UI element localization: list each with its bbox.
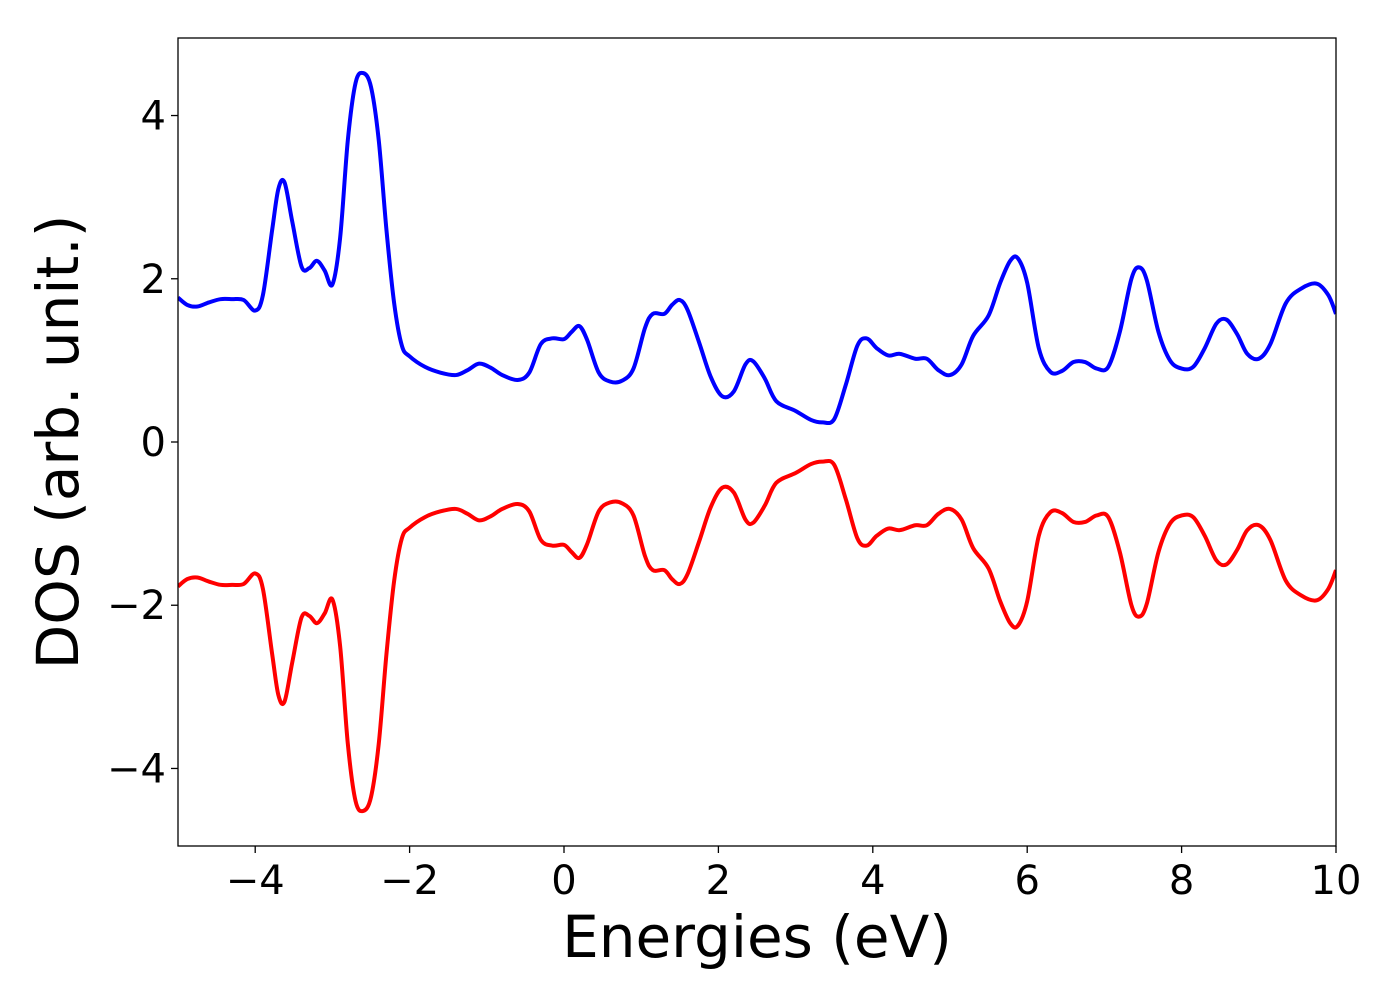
x-tick-label: 0 — [551, 858, 576, 904]
x-tick-label: 8 — [1169, 858, 1194, 904]
y-tick-label: −2 — [107, 583, 166, 629]
x-tick-label: 6 — [1014, 858, 1039, 904]
y-tick-label: −4 — [107, 746, 166, 792]
y-axis-ticks: −4 −2 0 2 4 — [107, 94, 178, 792]
x-tick-label: 4 — [860, 858, 885, 904]
x-tick-label: −2 — [380, 858, 439, 904]
x-tick-label: −4 — [226, 858, 285, 904]
x-axis-label: Energies (eV) — [562, 903, 952, 971]
x-axis-ticks: −4 −2 0 2 4 6 8 10 — [226, 846, 1362, 904]
y-tick-label: 4 — [141, 94, 166, 140]
x-tick-label: 2 — [706, 858, 731, 904]
y-axis-label: DOS (arb. unit.) — [24, 215, 92, 670]
y-tick-label: 2 — [141, 257, 166, 303]
y-tick-label: 0 — [141, 420, 166, 466]
series-line-spin-down — [178, 458, 1336, 814]
plot-frame — [177, 37, 1337, 847]
x-tick-label: 10 — [1311, 858, 1362, 904]
series-layer — [178, 70, 1336, 814]
series-line-spin-up — [178, 70, 1336, 426]
